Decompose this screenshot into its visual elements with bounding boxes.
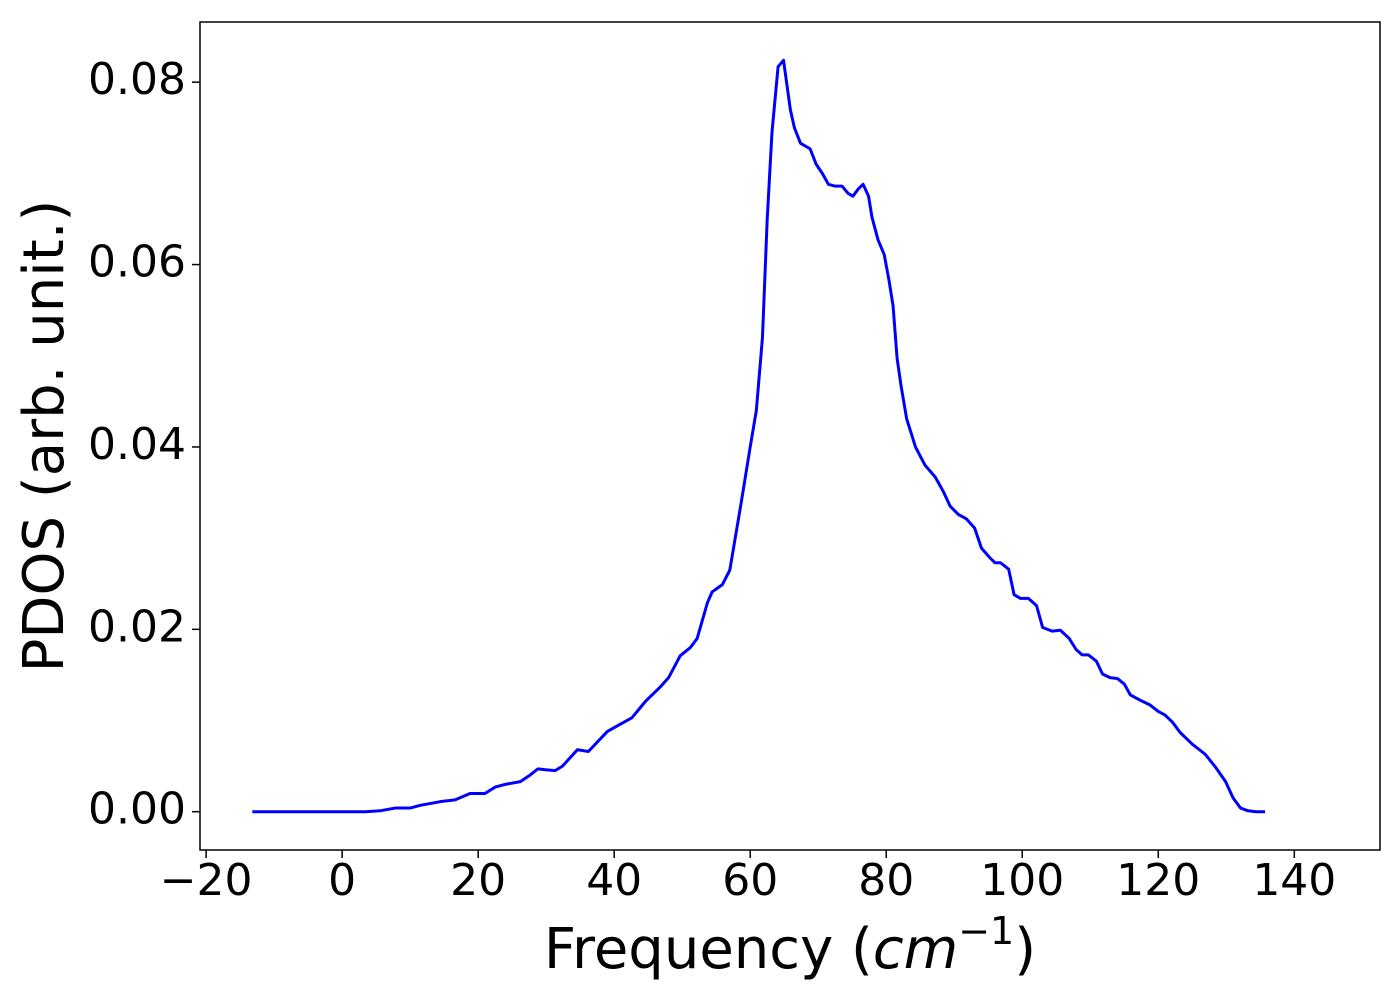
- x-tick-label: 0: [328, 855, 356, 906]
- y-tick-label: 0.08: [88, 54, 186, 105]
- x-label-suffix: ): [1014, 917, 1036, 982]
- x-tick-label: 20: [450, 855, 506, 906]
- plot-frame: [199, 21, 1381, 851]
- y-tick-label: 0.04: [88, 419, 186, 470]
- x-tick-label: 40: [586, 855, 642, 906]
- y-axis-label: PDOS (arb. unit.): [12, 200, 77, 673]
- x-label-unit: cm: [873, 917, 958, 982]
- x-tick-label: 100: [980, 855, 1064, 906]
- x-tick-label: 60: [722, 855, 778, 906]
- x-tick-label: −20: [160, 855, 253, 906]
- y-tick-label: 0.02: [88, 601, 186, 652]
- x-axis-label: Frequency (cm−1): [544, 909, 1036, 982]
- x-tick-label: 120: [1116, 855, 1200, 906]
- y-tick-label: 0.06: [88, 237, 186, 288]
- data-line: [252, 58, 1266, 814]
- x-tick-label: 140: [1252, 855, 1336, 906]
- x-tick-label: 80: [858, 855, 914, 906]
- y-tick-label: 0.00: [88, 784, 186, 835]
- x-label-prefix: Frequency (: [544, 917, 873, 982]
- x-label-exponent: −1: [958, 909, 1014, 953]
